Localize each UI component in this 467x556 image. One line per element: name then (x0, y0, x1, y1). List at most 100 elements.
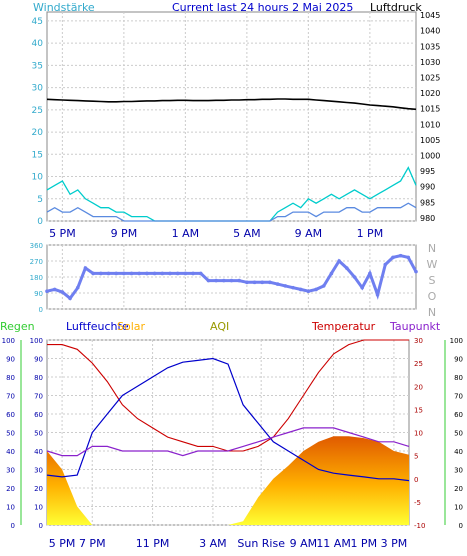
direction-point (145, 271, 149, 276)
far-left-tick-label: 0 (11, 522, 15, 530)
left-tick-label: 0 (39, 522, 43, 530)
x-tick-label: 1 PM (350, 537, 377, 550)
panel1-grid (47, 12, 416, 222)
direction-point (183, 271, 188, 276)
far-right-tick-label: 70 (454, 393, 463, 401)
direction-point (214, 278, 218, 283)
chart-title: Current last 24 hours 2 Mai 2025 (172, 1, 353, 14)
right-tick-label: 1005 (420, 136, 440, 145)
left-tick-label: 25 (32, 106, 43, 116)
panel3-series (46, 339, 410, 525)
far-right-tick-label: 40 (454, 448, 463, 456)
right-tick-label: 1045 (420, 11, 440, 20)
far-right-tick-label: 10 (454, 504, 463, 512)
left-tick-label: 50 (34, 430, 43, 438)
left-tick-label: 100 (30, 337, 43, 345)
direction-point (391, 255, 395, 260)
panel1-plot-area (46, 11, 417, 222)
series-solar (47, 436, 409, 525)
right-tick-label: -5 (414, 499, 421, 507)
direction-point (137, 271, 142, 276)
right-tick-label: 985 (420, 198, 435, 207)
direction-point (152, 271, 157, 276)
direction-point (383, 262, 388, 267)
direction-point (275, 282, 280, 286)
far-left-tick-label: 60 (6, 411, 15, 419)
direction-point (329, 271, 334, 276)
direction-point (352, 275, 357, 279)
left-tick-label: 20 (32, 128, 44, 138)
direction-point (114, 271, 118, 276)
direction-point (252, 280, 257, 285)
far-right-tick-label: 80 (454, 374, 463, 382)
direction-point (406, 255, 411, 260)
far-left-tick-label: 80 (6, 374, 15, 382)
x-tick-label: 1 AM (172, 227, 200, 240)
direction-point (198, 271, 203, 276)
direction-point (306, 289, 311, 294)
left-tick-label: 5 (37, 195, 43, 205)
legend-1: Luftfeuchte (66, 320, 129, 333)
right-tick-label: 1020 (420, 89, 440, 98)
direction-point (99, 271, 103, 276)
right-tick-label: 1030 (420, 58, 440, 67)
legend-4: Temperatur (311, 320, 376, 333)
right-tick-label: 995 (420, 167, 435, 176)
x-tick-label: 1 PM (357, 227, 384, 240)
direction-point (106, 271, 111, 276)
left-tick-label: 40 (34, 448, 43, 456)
right-tick-label: -10 (414, 522, 425, 530)
direction-point (283, 284, 288, 288)
direction-point (375, 292, 380, 297)
direction-point (245, 280, 249, 285)
legend-3: AQI (210, 320, 229, 333)
direction-point (321, 284, 326, 288)
direction-point (260, 280, 265, 285)
direction-label: O (428, 290, 437, 303)
far-right-tick-label: 60 (454, 411, 463, 419)
left-tick-label: 30 (32, 84, 44, 94)
panel1-series (46, 98, 417, 222)
left-axis-label: Windstärke (33, 1, 95, 14)
direction-label: W (427, 258, 438, 271)
left-tick-label: 80 (34, 374, 43, 382)
series-humidity (46, 357, 410, 482)
direction-label: S (429, 274, 436, 287)
direction-point (298, 287, 303, 292)
left-tick-label: 35 (32, 61, 43, 71)
direction-label: N (428, 242, 436, 255)
left-tick-label: 270 (30, 258, 43, 266)
right-tick-label: 1010 (420, 120, 440, 129)
right-tick-label: 30 (414, 337, 423, 345)
left-tick-label: 180 (30, 274, 43, 282)
panel1-left-ticks: 0 5 10 15 20 25 30 35 40 45 (32, 17, 44, 227)
direction-point (129, 271, 134, 276)
panel2-grid (47, 244, 416, 310)
right-tick-label: 20 (414, 383, 423, 391)
panel3-right-ticks: -10 -5 0 5 10 15 20 25 30 (414, 337, 425, 530)
left-tick-label: 20 (34, 485, 43, 493)
right-axis-label: Luftdruck (370, 1, 422, 14)
direction-point (268, 280, 272, 285)
x-tick-label: Sun Rise (237, 537, 285, 550)
x-tick-label: 11 PM (136, 537, 170, 550)
series-wind (46, 202, 417, 222)
far-right-tick-label: 50 (454, 430, 463, 438)
direction-point (168, 271, 172, 276)
far-left-tick-label: 90 (6, 356, 15, 364)
far-right-tick-label: 30 (454, 467, 463, 475)
x-tick-label: 9 AM (295, 227, 323, 240)
direction-point (75, 285, 80, 290)
right-tick-label: 25 (414, 360, 423, 368)
left-tick-label: 10 (34, 504, 43, 512)
direction-point (368, 271, 372, 276)
far-right-tick-label: 0 (459, 522, 463, 530)
x-tick-label: 9 PM (111, 227, 138, 240)
x-tick-label: 5 PM (49, 227, 76, 240)
direction-point (414, 269, 418, 274)
far-left-tick-label: 70 (6, 393, 15, 401)
direction-point (206, 278, 211, 283)
far-left-tick-label: 10 (6, 504, 15, 512)
